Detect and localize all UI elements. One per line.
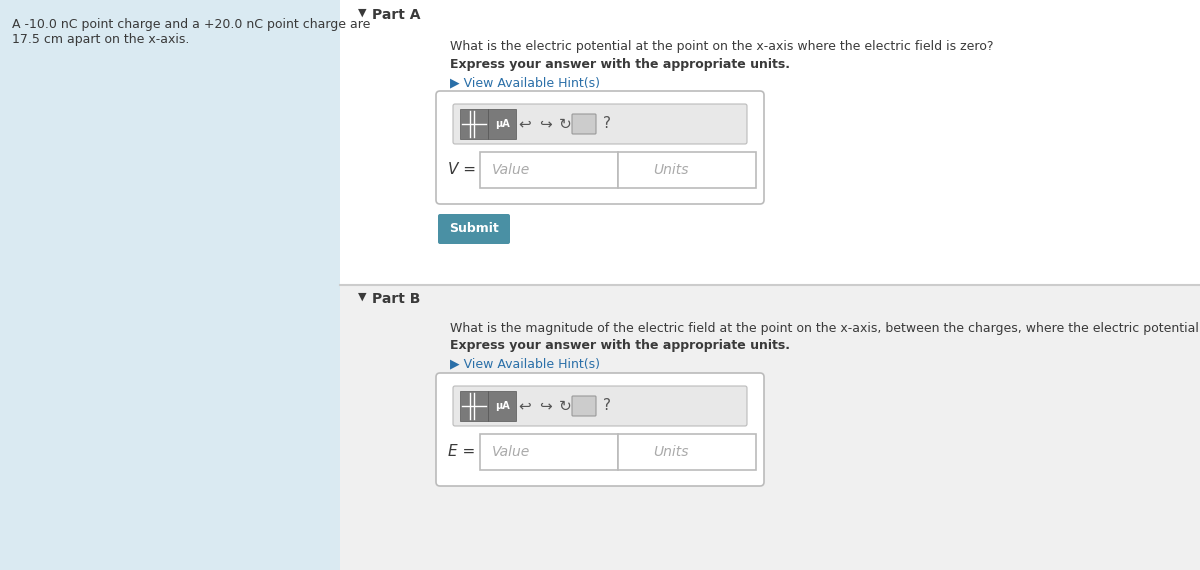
Text: Express your answer with the appropriate units.: Express your answer with the appropriate… — [450, 339, 790, 352]
FancyBboxPatch shape — [460, 109, 488, 139]
Text: ↻: ↻ — [559, 398, 571, 413]
Text: ?: ? — [604, 398, 611, 413]
Text: ↪: ↪ — [539, 398, 551, 413]
Text: ↻: ↻ — [559, 116, 571, 132]
Text: What is the magnitude of the electric field at the point on the x-axis, between : What is the magnitude of the electric fi… — [450, 322, 1200, 335]
Text: ▼: ▼ — [358, 8, 366, 18]
Text: μA: μA — [494, 401, 509, 411]
Text: ↩: ↩ — [518, 116, 532, 132]
Text: Value: Value — [492, 163, 530, 177]
Text: Part A: Part A — [372, 8, 420, 22]
Text: Submit: Submit — [449, 222, 499, 235]
Text: ↩: ↩ — [518, 398, 532, 413]
FancyBboxPatch shape — [436, 91, 764, 204]
FancyBboxPatch shape — [618, 152, 756, 188]
FancyBboxPatch shape — [572, 114, 596, 134]
FancyBboxPatch shape — [438, 214, 510, 244]
Text: ▶ View Available Hint(s): ▶ View Available Hint(s) — [450, 76, 600, 89]
FancyBboxPatch shape — [436, 373, 764, 486]
FancyBboxPatch shape — [488, 109, 516, 139]
FancyBboxPatch shape — [488, 391, 516, 421]
Text: E =: E = — [448, 445, 475, 459]
Text: Units: Units — [653, 163, 689, 177]
Text: What is the electric potential at the point on the x-axis where the electric fie: What is the electric potential at the po… — [450, 40, 994, 53]
Text: ?: ? — [604, 116, 611, 132]
Text: μA: μA — [494, 119, 509, 129]
Text: ▶ View Available Hint(s): ▶ View Available Hint(s) — [450, 357, 600, 370]
Text: Part B: Part B — [372, 292, 420, 306]
Text: Express your answer with the appropriate units.: Express your answer with the appropriate… — [450, 58, 790, 71]
Text: 17.5 cm apart on the x-axis.: 17.5 cm apart on the x-axis. — [12, 33, 190, 46]
FancyBboxPatch shape — [480, 152, 618, 188]
Text: A -10.0 nC point charge and a +20.0 nC point charge are: A -10.0 nC point charge and a +20.0 nC p… — [12, 18, 371, 31]
Text: Value: Value — [492, 445, 530, 459]
FancyBboxPatch shape — [480, 434, 618, 470]
FancyBboxPatch shape — [454, 104, 746, 144]
Text: V =: V = — [448, 162, 476, 177]
FancyBboxPatch shape — [454, 386, 746, 426]
FancyBboxPatch shape — [572, 396, 596, 416]
FancyBboxPatch shape — [460, 391, 488, 421]
Text: Units: Units — [653, 445, 689, 459]
FancyBboxPatch shape — [618, 434, 756, 470]
FancyBboxPatch shape — [340, 0, 1200, 285]
FancyBboxPatch shape — [340, 285, 1200, 570]
FancyBboxPatch shape — [0, 0, 340, 570]
Text: ▼: ▼ — [358, 292, 366, 302]
Text: ↪: ↪ — [539, 116, 551, 132]
